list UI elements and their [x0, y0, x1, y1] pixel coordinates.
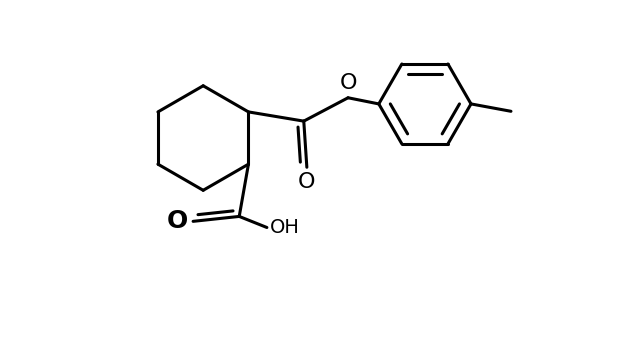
- Text: O: O: [167, 209, 188, 233]
- Text: O: O: [339, 73, 356, 93]
- Text: O: O: [298, 172, 316, 192]
- Text: OH: OH: [270, 218, 300, 237]
